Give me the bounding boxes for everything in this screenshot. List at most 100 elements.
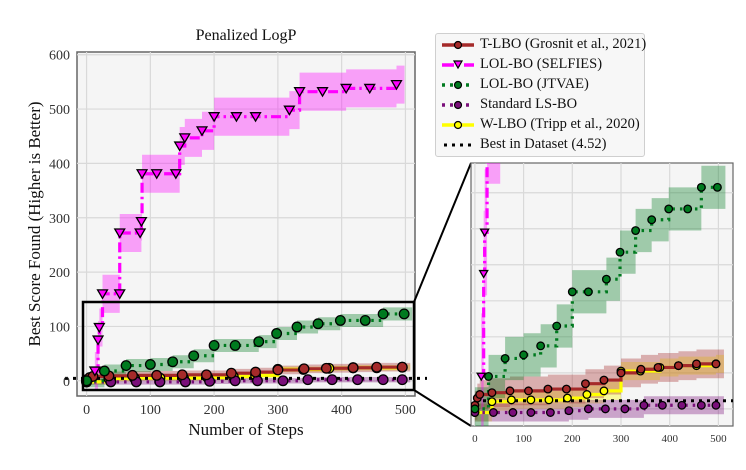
main-series-3-point (352, 374, 364, 386)
inset-series-2-point (519, 350, 529, 360)
main-series-1-point (135, 169, 149, 180)
inset-x-tick-label: 500 (710, 433, 727, 445)
main-series-2-point (377, 308, 389, 320)
main-series-2-point (120, 360, 132, 372)
inset-series-2-point (712, 182, 722, 192)
legend-marker-circle-icon (453, 80, 463, 90)
main-series-3-line (86, 378, 403, 384)
inset-series-2-point (552, 321, 562, 331)
inset-series-4-point (599, 386, 609, 396)
inset-ticks: 0 100 200 300 400 500 (472, 433, 727, 445)
main-series-1-point (293, 87, 306, 98)
x-tick-label: 100 (140, 403, 161, 418)
main-series-2-point (229, 340, 241, 351)
inset-series-0-point (543, 384, 553, 394)
legend-marker-circle-icon (453, 40, 463, 50)
main-series-0-point (298, 363, 310, 375)
inset-series-3-point (508, 408, 518, 417)
main-series-1-point (150, 169, 163, 180)
legend-item-lolbo-selfies: LOL-BO (SELFIES) (436, 55, 644, 75)
main-series-0-point (176, 369, 188, 381)
main-series-1-point (208, 112, 221, 123)
x-tick-label: 0 (83, 403, 90, 418)
inset-series-3-point (639, 400, 649, 410)
legend-marker-triangle-icon (452, 60, 464, 70)
y-tick-label: 100 (49, 320, 70, 335)
main-series-0-point (201, 369, 212, 381)
legend-marker-circle-icon (453, 100, 463, 110)
main-series-1-confidence-band (94, 65, 405, 391)
inset-series-3-point (696, 400, 706, 410)
inset-series-3-point (526, 408, 536, 417)
inset-series-3-point (657, 400, 667, 410)
legend-item-best-in-dataset: Best in Dataset (4.52) (444, 136, 607, 152)
main-series-1-point (390, 79, 403, 91)
inset-series-2-point (683, 204, 693, 214)
main-series-2-confidence-band (86, 307, 413, 388)
main-series-0-point (151, 369, 163, 381)
inset-series-0-point (524, 386, 533, 396)
main-series-3-point (302, 374, 314, 386)
inset-series-3-point (545, 408, 555, 417)
legend-item-lolbo-jtvae: LOL-BO (JTVAE) (436, 75, 644, 95)
inset-series-4-point (582, 390, 592, 399)
x-tick-label: 300 (267, 403, 288, 418)
main-series-1-point (340, 83, 353, 95)
y-tick-label: 200 (49, 266, 70, 281)
inset-series-2-point (471, 404, 480, 414)
inset-series-1-point (479, 228, 490, 238)
inset-series-0-point (599, 375, 609, 385)
x-axis-label: Number of Steps (188, 420, 303, 439)
main-series-2-point (312, 318, 324, 330)
main-series-1-point (93, 322, 106, 334)
inset-series-0-point (711, 359, 721, 369)
inset-series-2-point (647, 215, 657, 225)
x-tick-label: 500 (395, 403, 416, 418)
main-series-3-point (277, 375, 289, 387)
y-tick-label: 300 (49, 212, 70, 227)
main-series-1-point (135, 216, 148, 228)
main-series-1-point (113, 228, 126, 239)
inset-series-2-point (601, 274, 611, 284)
main-series-2-point (208, 340, 220, 351)
chart-title: Penalized LogP (196, 27, 297, 44)
main-ticks: 0 100 200 300 400 500 0 100 200 300 400 500 600 (49, 49, 416, 418)
legend-item-tlbo: T-LBO (Grosnit et al., 2021) (436, 35, 646, 55)
main-series-1-point (134, 228, 147, 239)
inset-x-tick-label: 400 (661, 433, 678, 445)
main-series-1-point (195, 126, 209, 137)
main-series-0-point (347, 362, 359, 374)
inset-x-tick-label: 0 (472, 433, 478, 445)
main-series-1-point (316, 87, 329, 98)
main-series-2-point (188, 350, 200, 362)
main-series-1-point (91, 335, 105, 346)
inset-series-4-point (487, 397, 497, 407)
main-series-2-point (291, 321, 303, 333)
legend-marker-circle-icon (453, 120, 463, 130)
main-series-1-point (88, 366, 101, 377)
main-series-2-point (98, 365, 110, 377)
inset-series-4-point (544, 395, 554, 405)
inset-series-0-point (580, 379, 590, 389)
zoom-region-box (81, 300, 416, 392)
inset-series-0-point (475, 390, 485, 399)
inset-series-2-point (567, 287, 577, 297)
main-series-0-point (225, 367, 237, 379)
inset-series-3-point (488, 408, 498, 417)
y-tick-label: 400 (49, 157, 70, 172)
inset-series-0-point (674, 361, 683, 371)
y-tick-label: 500 (49, 103, 70, 118)
inset-series-3-point (583, 404, 593, 414)
main-series-1-point (169, 169, 182, 180)
zoom-connector-bottom (413, 389, 472, 427)
main-series-2-line (86, 312, 405, 383)
main-marks (81, 79, 410, 388)
main-series-1-point (173, 141, 186, 152)
inset-series-0-point (692, 359, 701, 369)
main-series-2-point (359, 315, 371, 326)
x-tick-label: 200 (204, 403, 225, 418)
inset-series-4-point (562, 393, 572, 403)
inset-x-tick-label: 100 (515, 433, 532, 445)
main-series-0-point (371, 361, 383, 373)
